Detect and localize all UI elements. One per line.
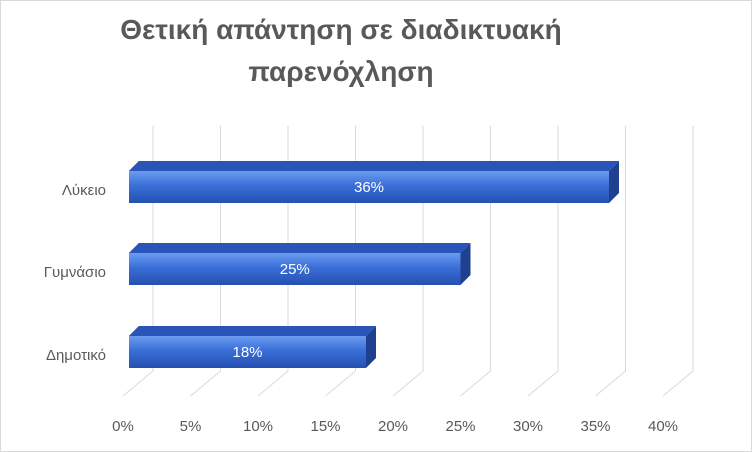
x-tick-label: 0% bbox=[112, 418, 134, 435]
gridline-floor bbox=[662, 370, 694, 397]
x-tick-label: 35% bbox=[580, 418, 610, 435]
bar-top bbox=[129, 243, 471, 253]
gridline-floor bbox=[527, 370, 559, 397]
category-label: Δημοτικό bbox=[46, 347, 106, 364]
chart-title: Θετική απάντηση σε διαδικτυακή παρενόχλη… bbox=[120, 14, 562, 87]
gridline-floor bbox=[257, 370, 289, 397]
data-label: 25% bbox=[280, 261, 310, 278]
x-tick-label: 25% bbox=[445, 418, 475, 435]
x-tick-label: 5% bbox=[180, 418, 202, 435]
bar bbox=[129, 336, 366, 368]
x-tick-label: 40% bbox=[648, 418, 678, 435]
data-label: 18% bbox=[232, 344, 262, 361]
x-tick-label: 10% bbox=[243, 418, 273, 435]
bar-side bbox=[609, 161, 619, 203]
bar-top bbox=[129, 161, 619, 171]
gridline-floor bbox=[392, 370, 424, 397]
gridline-floor bbox=[325, 370, 356, 397]
x-tick-label: 20% bbox=[378, 418, 408, 435]
gridline-floor bbox=[190, 370, 221, 397]
category-label: Γυμνάσιο bbox=[44, 264, 106, 281]
bar-top bbox=[129, 326, 376, 336]
category-label: Λύκειο bbox=[62, 182, 106, 199]
gridline-floor bbox=[460, 370, 491, 397]
data-label: 36% bbox=[354, 179, 384, 196]
gridline-floor bbox=[122, 370, 154, 397]
x-tick-label: 15% bbox=[310, 418, 340, 435]
bar-side bbox=[460, 243, 471, 285]
bar bbox=[129, 253, 461, 285]
x-tick-label: 30% bbox=[513, 418, 543, 435]
gridline-floor bbox=[595, 370, 626, 397]
bar-side bbox=[366, 326, 376, 368]
bar bbox=[129, 171, 609, 203]
